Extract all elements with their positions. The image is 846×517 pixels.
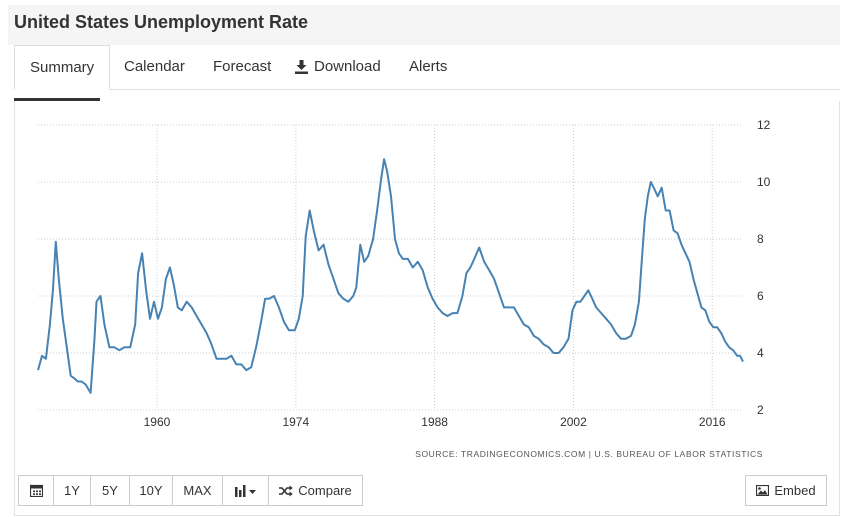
- y-tick-label: 4: [757, 346, 764, 360]
- tab-calendar-label: Calendar: [124, 58, 185, 75]
- y-tick-label: 6: [757, 289, 764, 303]
- tab-bar: Summary Calendar Forecast Download Alert…: [14, 45, 840, 90]
- source-attribution: SOURCE: TRADINGECONOMICS.COM | U.S. BURE…: [415, 449, 763, 459]
- grid-lines: [38, 124, 743, 411]
- x-tick-label: 1960: [144, 415, 171, 429]
- tab-summary-label: Summary: [30, 59, 95, 76]
- calendar-button[interactable]: [18, 475, 54, 506]
- range-10y-button[interactable]: 10Y: [129, 475, 173, 506]
- compare-label: Compare: [298, 483, 352, 498]
- calendar-icon: [29, 484, 43, 497]
- series-line: [37, 158, 744, 394]
- tab-forecast[interactable]: Forecast: [213, 45, 271, 90]
- range-max-button[interactable]: MAX: [172, 475, 223, 506]
- y-axis-ticks: 2 4 6 8 10 12: [757, 118, 771, 417]
- chart-panel: 2 4 6 8 10 12 1960 1974 1988 2002 2016 SOURCE: TR…: [14, 101, 840, 516]
- active-tab-indicator: [14, 98, 100, 101]
- tab-forecast-label: Forecast: [213, 58, 272, 75]
- tab-alerts-label: Alerts: [409, 58, 448, 75]
- y-tick-label: 2: [757, 403, 764, 417]
- x-tick-label: 1988: [421, 415, 448, 429]
- embed-label: Embed: [774, 483, 816, 498]
- compare-button[interactable]: Compare: [268, 475, 363, 506]
- download-icon: [295, 60, 308, 75]
- x-tick-label: 2016: [699, 415, 726, 429]
- bar-chart-icon: [234, 484, 256, 497]
- tab-calendar[interactable]: Calendar: [124, 45, 185, 90]
- x-tick-label: 1974: [282, 415, 309, 429]
- tab-download[interactable]: Download: [295, 45, 381, 90]
- tab-alerts[interactable]: Alerts: [409, 45, 447, 90]
- y-tick-label: 12: [757, 118, 771, 132]
- unemployment-chart: 2 4 6 8 10 12 1960 1974 1988 2002 2016 SOURCE: TR…: [37, 118, 771, 459]
- x-axis-ticks: 1960 1974 1988 2002 2016: [144, 415, 726, 429]
- page-title: United States Unemployment Rate: [14, 12, 309, 32]
- title-bar: United States Unemployment Rate: [8, 5, 840, 45]
- shuffle-icon: [279, 485, 294, 496]
- range-5y-button[interactable]: 5Y: [90, 475, 130, 506]
- embed-button[interactable]: Embed: [745, 475, 827, 506]
- y-tick-label: 8: [757, 232, 764, 246]
- tab-summary[interactable]: Summary: [14, 45, 111, 90]
- range-1y-button[interactable]: 1Y: [53, 475, 91, 506]
- chart-toolbar: 1Y 5Y 10Y MAX Compare: [18, 475, 363, 506]
- y-tick-label: 10: [757, 175, 771, 189]
- chart-type-button[interactable]: [222, 475, 269, 506]
- tab-download-label: Download: [314, 58, 381, 75]
- image-icon: [756, 485, 770, 496]
- x-tick-label: 2002: [560, 415, 587, 429]
